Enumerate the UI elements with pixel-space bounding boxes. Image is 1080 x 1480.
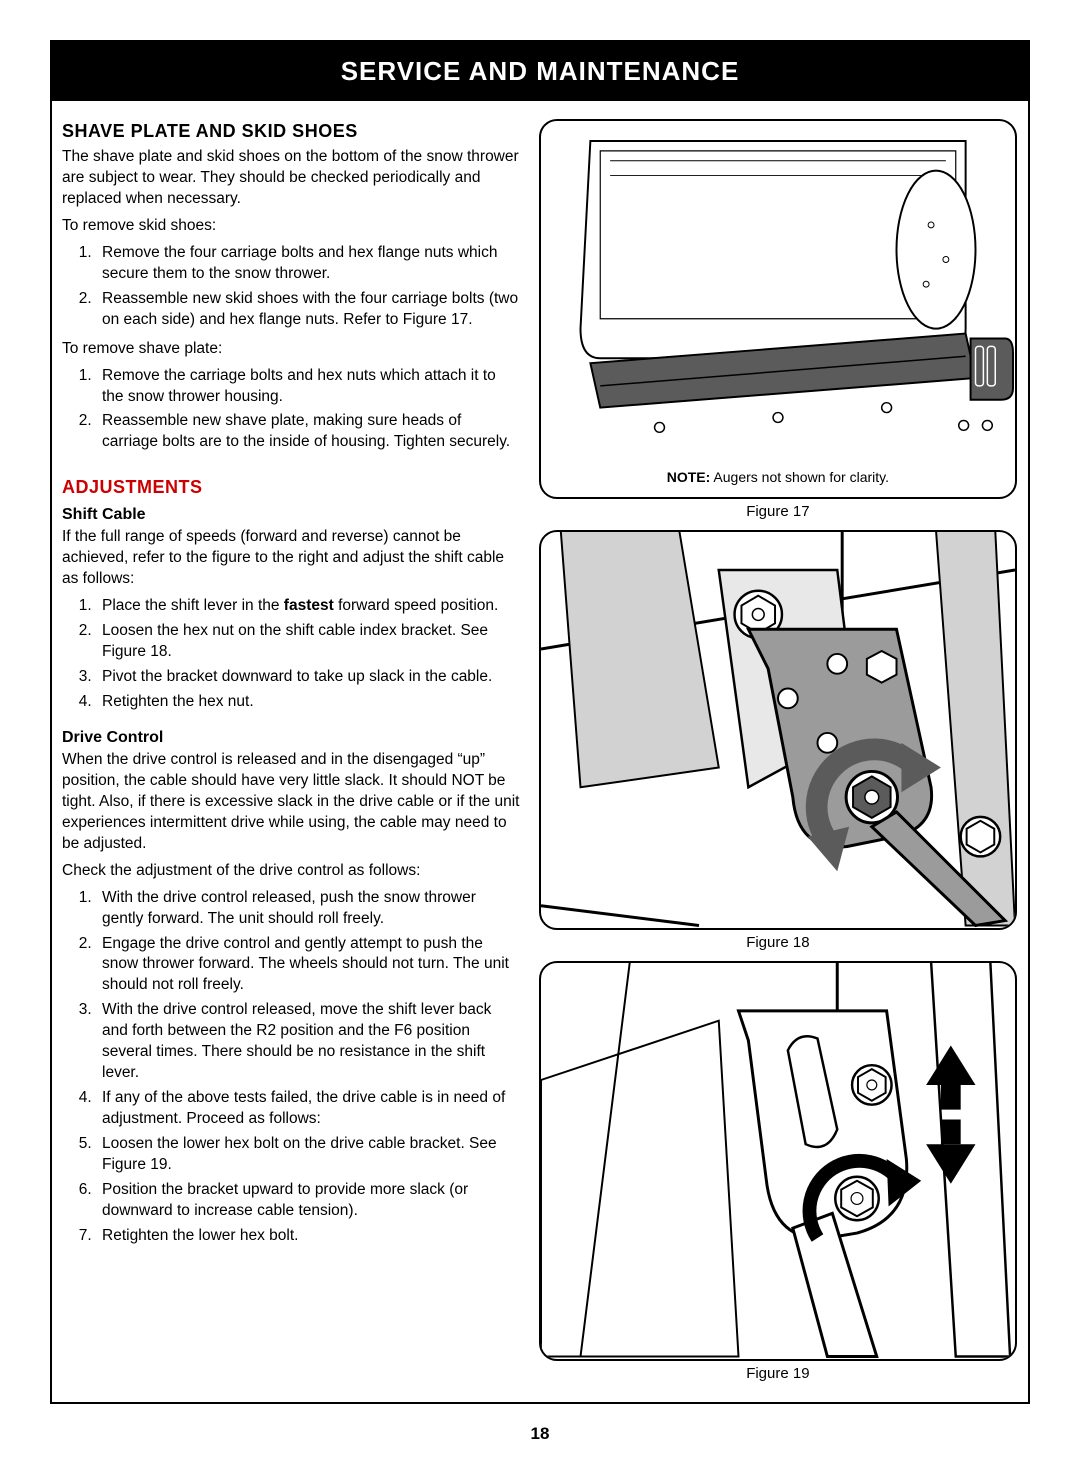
list-item: Loosen the hex nut on the shift cable in…: [96, 621, 521, 663]
page-frame: SERVICE AND MAINTENANCE SHAVE PLATE AND …: [50, 40, 1030, 1404]
list-item: Retighten the lower hex bolt.: [96, 1226, 521, 1247]
drive-intro: When the drive control is released and i…: [62, 750, 521, 855]
list-item: With the drive control released, move th…: [96, 1000, 521, 1084]
figure-18-caption: Figure 18: [746, 934, 809, 951]
figure-17-caption: Figure 17: [746, 503, 809, 520]
list-item: Place the shift lever in the fastest for…: [96, 596, 521, 617]
section-banner: SERVICE AND MAINTENANCE: [52, 42, 1028, 101]
page-number: 18: [50, 1404, 1030, 1450]
shave-intro: The shave plate and skid shoes on the bo…: [62, 147, 521, 210]
text-fragment: Place the shift lever in the: [102, 597, 284, 614]
note-text: Augers not shown for clarity.: [710, 469, 889, 485]
heading-shave-plate: SHAVE PLATE AND SKID SHOES: [62, 119, 521, 143]
list-item: Reassemble new shave plate, making sure …: [96, 411, 521, 453]
figure-19-caption: Figure 19: [746, 1365, 809, 1382]
figure-17-illustration: [541, 129, 1015, 469]
figure-17-box: NOTE: Augers not shown for clarity.: [539, 119, 1017, 499]
heading-shift-cable: Shift Cable: [62, 504, 521, 526]
list-item: Reassemble new skid shoes with the four …: [96, 289, 521, 331]
heading-adjustments: ADJUSTMENTS: [62, 475, 521, 499]
remove-shave-label: To remove shave plate:: [62, 339, 521, 360]
figure-17-note: NOTE: Augers not shown for clarity.: [541, 469, 1015, 489]
heading-drive-control: Drive Control: [62, 727, 521, 749]
shift-steps-list: Place the shift lever in the fastest for…: [62, 596, 521, 713]
text-bold: fastest: [284, 597, 334, 614]
list-item: Position the bracket upward to provide m…: [96, 1180, 521, 1222]
figure-19-box: [539, 961, 1017, 1361]
list-item: Engage the drive control and gently atte…: [96, 934, 521, 997]
list-item: Pivot the bracket downward to take up sl…: [96, 667, 521, 688]
drive-steps-list: With the drive control released, push th…: [62, 888, 521, 1247]
remove-skid-label: To remove skid shoes:: [62, 216, 521, 237]
text-column: SHAVE PLATE AND SKID SHOES The shave pla…: [62, 119, 521, 1392]
drive-check: Check the adjustment of the drive contro…: [62, 861, 521, 882]
figure-18-illustration: [541, 530, 1015, 928]
list-item: Loosen the lower hex bolt on the drive c…: [96, 1134, 521, 1176]
figure-19-illustration: [541, 961, 1015, 1359]
shave-steps-list: Remove the carriage bolts and hex nuts w…: [62, 366, 521, 454]
note-bold: NOTE:: [667, 469, 711, 485]
skid-steps-list: Remove the four carriage bolts and hex f…: [62, 243, 521, 331]
list-item: Remove the carriage bolts and hex nuts w…: [96, 366, 521, 408]
figure-column: NOTE: Augers not shown for clarity. Figu…: [539, 119, 1017, 1392]
two-column-layout: SHAVE PLATE AND SKID SHOES The shave pla…: [52, 101, 1028, 1402]
list-item: Remove the four carriage bolts and hex f…: [96, 243, 521, 285]
figure-18-box: [539, 530, 1017, 930]
list-item: Retighten the hex nut.: [96, 692, 521, 713]
list-item: If any of the above tests failed, the dr…: [96, 1088, 521, 1130]
list-item: With the drive control released, push th…: [96, 888, 521, 930]
shift-intro: If the full range of speeds (forward and…: [62, 527, 521, 590]
text-fragment: forward speed position.: [334, 597, 499, 614]
